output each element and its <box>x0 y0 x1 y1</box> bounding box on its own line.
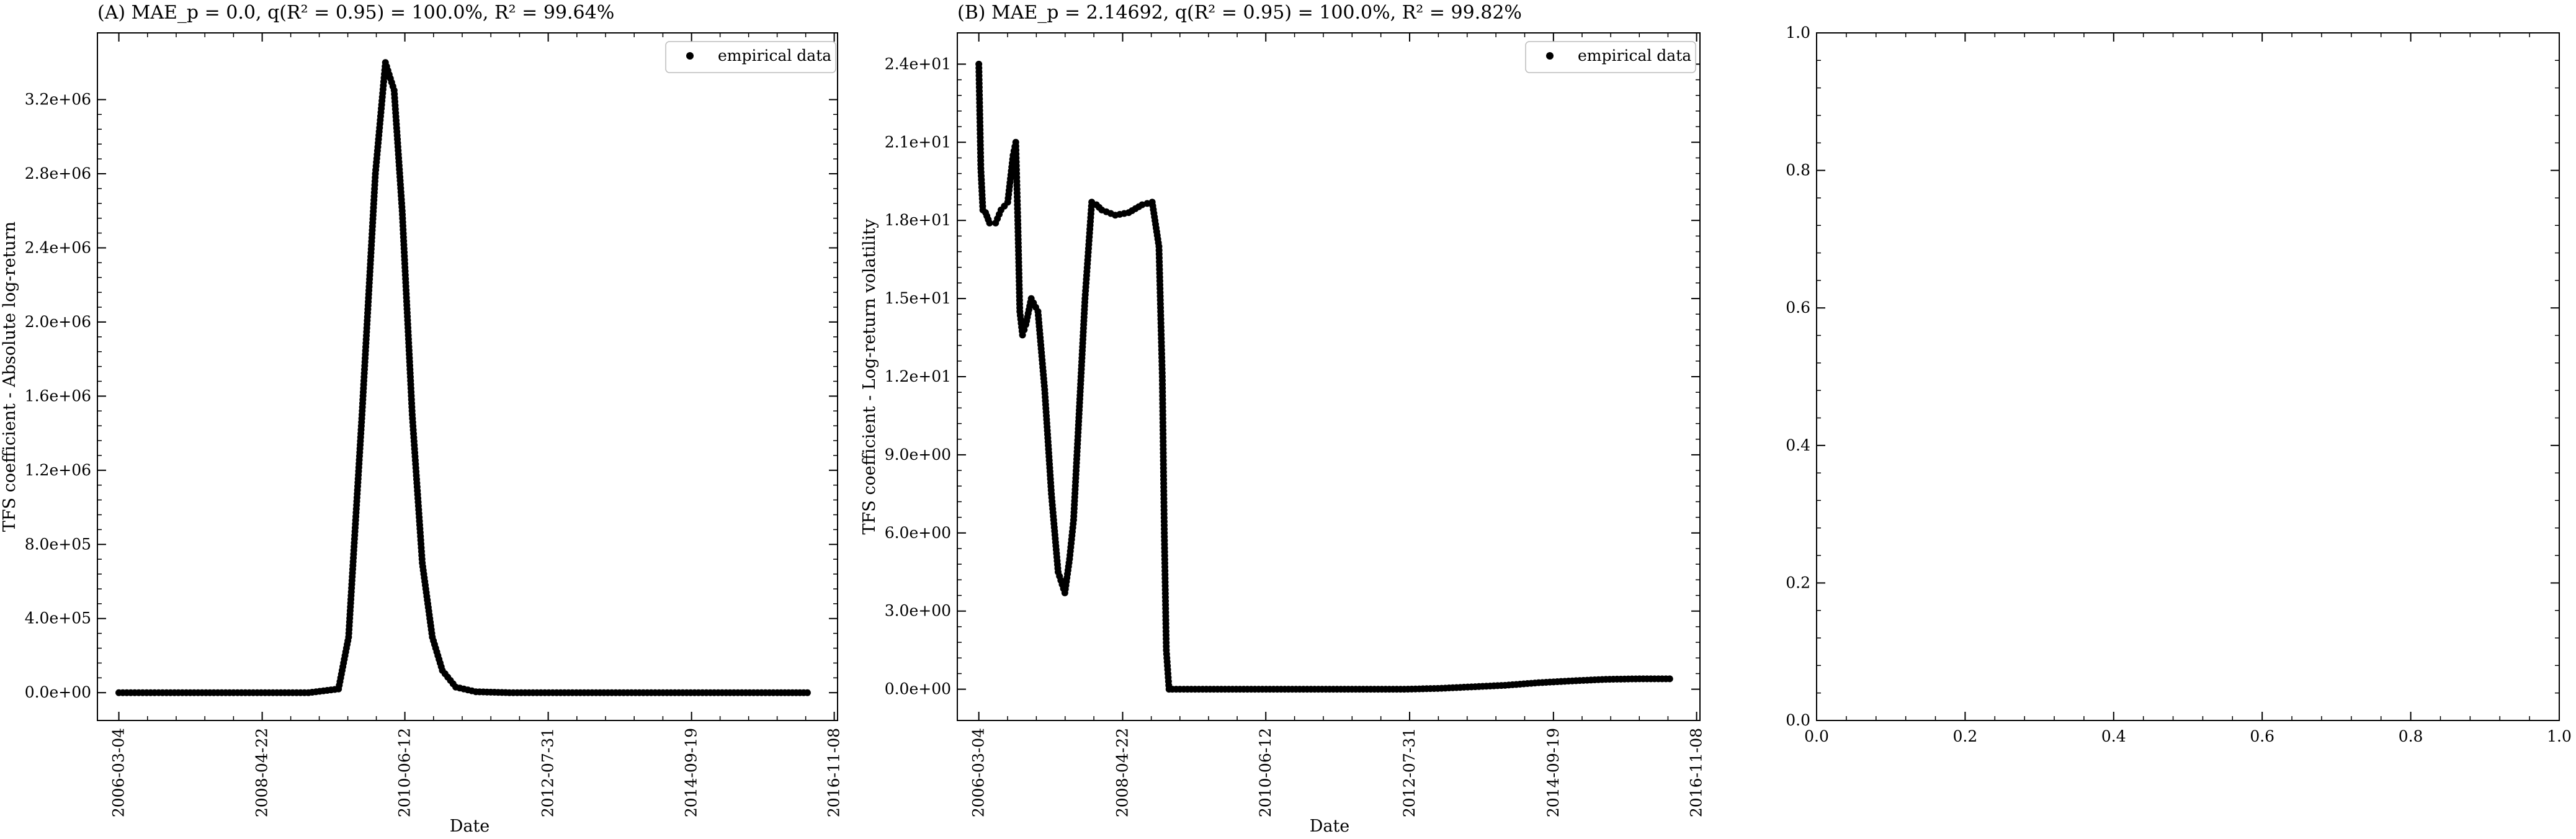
panel-c-x-tick-label: 0.0 <box>1804 727 1829 745</box>
panel-b-legend: empirical data <box>1525 41 1696 73</box>
panel-b-xlabel: Date <box>1310 817 1350 836</box>
panel-b-x-tick-label: 2016-11-08 <box>1688 728 1706 817</box>
panel-c-y-tick-label: 0.0 <box>1786 711 1810 729</box>
panel-a-xlabel: Date <box>450 817 490 836</box>
panel-a-y-ticks: 0.0e+00 4.0e+05 8.0e+05 1.2e+06 1.6e+06 2.0e+… <box>25 91 838 701</box>
panel-a-x-tick-label: 2010-06-12 <box>396 728 414 817</box>
panel-b-x-ticks: 2006-03-04 2008-04-22 2010-06-12 2012-07-31… <box>970 33 1706 817</box>
panel-b-y-tick-label: 2.1e+01 <box>885 133 951 151</box>
panel-a-y-tick-label: 2.8e+06 <box>25 164 91 182</box>
panel-b-data-point <box>1019 331 1026 339</box>
panel-b-legend-label: empirical data <box>1578 47 1691 65</box>
panel-a-y-tick-label: 3.2e+06 <box>25 91 91 109</box>
panel-a-x-ticks: 2006-03-04 2008-04-22 2010-06-12 2012-07-31… <box>110 33 843 817</box>
panel-a-legend-marker <box>686 52 694 60</box>
panel-c-y-tick-label: 0.8 <box>1786 161 1810 179</box>
panel-b-x-tick-label: 2008-04-22 <box>1113 728 1131 817</box>
panel-b-y-tick-label: 1.8e+01 <box>885 211 951 229</box>
panel-b-y-tick-label: 0.0e+00 <box>885 680 951 698</box>
panel-c-y-tick-label: 1.0 <box>1786 24 1810 42</box>
panel-a-y-tick-label: 1.2e+06 <box>25 461 91 479</box>
panel-b-data-point <box>1666 675 1673 683</box>
panel-c-x-tick-label: 0.2 <box>1953 727 1978 745</box>
panel-b-x-tick-label: 2012-07-31 <box>1400 728 1418 817</box>
panel-a-legend-box <box>665 41 836 73</box>
panel-a-legend-label: empirical data <box>718 47 831 65</box>
panel-a-y-tick-label: 4.0e+05 <box>25 609 91 627</box>
panel-b: (B) MAE_p = 2.14692, q(R² = 0.95) = 100.… <box>860 2 1706 836</box>
panel-a-x-tick-label: 2012-07-31 <box>539 728 557 817</box>
panel-b-legend-marker <box>1546 52 1554 60</box>
panel-b-title: (B) MAE_p = 2.14692, q(R² = 0.95) = 100.… <box>957 2 1522 24</box>
panel-a-y-tick-label: 1.6e+06 <box>25 387 91 405</box>
panel-a-x-tick-label: 2016-11-08 <box>825 728 843 817</box>
panel-b-x-tick-label: 2010-06-12 <box>1256 728 1274 817</box>
panel-b-data-points <box>975 60 1673 693</box>
panel-b-y-tick-label: 2.4e+01 <box>885 55 951 73</box>
panel-b-ylabel: TFS coefficient - Log-return volatility <box>860 218 879 535</box>
panel-c-x-tick-label: 0.8 <box>2399 727 2423 745</box>
panel-b-data-point <box>986 219 993 227</box>
panel-a-data-points <box>115 59 811 696</box>
panel-a-frame <box>97 32 838 721</box>
panel-c-y-tick-label: 0.4 <box>1786 436 1810 454</box>
panel-a: (A) MAE_p = 0.0, q(R² = 0.95) = 100.0%, … <box>0 2 843 836</box>
panel-b-y-tick-label: 9.0e+00 <box>885 446 951 464</box>
panel-a-y-tick-label: 2.4e+06 <box>25 238 91 256</box>
panel-b-y-tick-label: 3.0e+00 <box>885 602 951 620</box>
panel-a-y-tick-label: 0.0e+00 <box>25 683 91 701</box>
panel-c-y-tick-label: 0.2 <box>1786 573 1810 591</box>
panel-b-minor-ticks <box>957 33 1700 720</box>
panel-a-title: (A) MAE_p = 0.0, q(R² = 0.95) = 100.0%, … <box>97 2 614 24</box>
panel-a-minor-ticks <box>97 33 838 720</box>
panel-a-x-tick-label: 2006-03-04 <box>110 728 128 817</box>
panel-c-frame <box>1816 32 2560 721</box>
panel-b-y-tick-label: 6.0e+00 <box>885 524 951 542</box>
panel-b-y-tick-label: 1.5e+01 <box>885 289 951 307</box>
panel-a-ylabel: TFS coefficient - Absolute log-return <box>0 222 19 532</box>
panel-c: 0.0 0.2 0.4 0.6 0.8 1.0 0.0 0.2 0.4 0.6 0.8 1.0 <box>1786 24 2572 745</box>
panel-c-minor-ticks <box>1817 33 2559 720</box>
panel-b-data-point <box>1021 326 1028 333</box>
panel-b-y-tick-label: 1.2e+01 <box>885 367 951 385</box>
panel-b-x-tick-label: 2006-03-04 <box>970 728 988 817</box>
panel-c-y-tick-label: 0.6 <box>1786 298 1810 316</box>
panel-c-x-tick-label: 0.4 <box>2101 727 2126 745</box>
panel-c-x-ticks: 0.0 0.2 0.4 0.6 0.8 1.0 <box>1804 33 2572 745</box>
panel-a-data-point <box>803 689 811 696</box>
panel-b-y-ticks: 0.0e+00 3.0e+00 6.0e+00 9.0e+00 1.2e+01 1.5e+… <box>885 55 1700 698</box>
panel-a-legend: empirical data <box>665 41 836 73</box>
panel-c-x-tick-label: 1.0 <box>2547 727 2572 745</box>
panel-b-legend-box <box>1525 41 1696 73</box>
panel-a-y-tick-label: 8.0e+05 <box>25 535 91 553</box>
panel-a-x-tick-label: 2014-09-19 <box>682 728 700 817</box>
panel-b-x-tick-label: 2014-09-19 <box>1544 728 1562 817</box>
panel-c-x-tick-label: 0.6 <box>2250 727 2274 745</box>
panel-c-y-ticks: 0.0 0.2 0.4 0.6 0.8 1.0 <box>1786 24 2559 729</box>
panel-a-y-tick-label: 2.0e+06 <box>25 313 91 331</box>
panel-a-x-tick-label: 2008-04-22 <box>253 728 271 817</box>
